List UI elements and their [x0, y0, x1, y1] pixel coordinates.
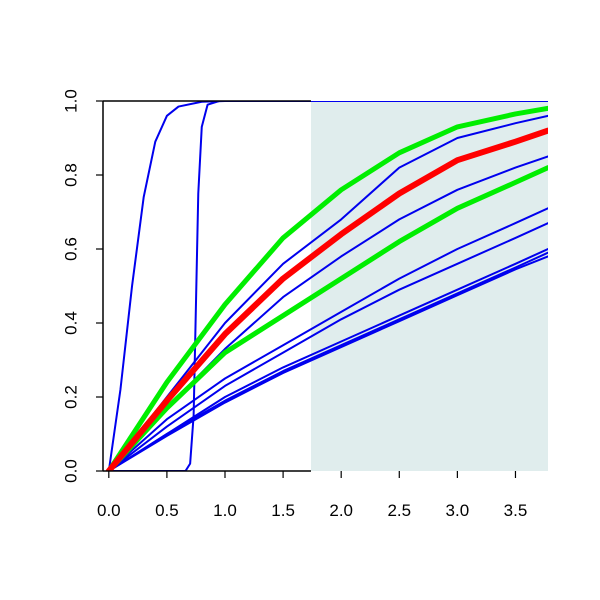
x-tick-label: 3.5	[504, 501, 528, 520]
y-tick-label: 0.8	[62, 163, 81, 187]
x-tick-label: 0.5	[155, 501, 179, 520]
x-tick-label: 0.0	[97, 501, 121, 520]
series-line-3	[107, 114, 548, 471]
plot-area	[105, 101, 548, 471]
series-line-10	[106, 105, 548, 471]
y-tick-label: 0.2	[62, 385, 81, 409]
x-tick-label: 2.0	[329, 501, 353, 520]
series-line-11	[106, 165, 548, 471]
y-tick-label: 0.4	[62, 311, 81, 335]
axes: 0.0 0.2 0.4 0.6 0.8 1.0 0.0 0.5 1.0 1.5 2.0 2.5 3.0 3…	[62, 89, 528, 520]
series-line-8	[107, 251, 548, 471]
y-tick-label: 0.6	[62, 237, 81, 261]
series-line-12	[105, 127, 548, 471]
y-tick-label: 1.0	[62, 89, 81, 113]
series-line-7	[107, 248, 548, 471]
y-tick-label: 0.0	[62, 459, 81, 483]
x-tick-label: 1.5	[271, 501, 295, 520]
series-line-5	[107, 207, 548, 471]
shaded-region	[310, 101, 548, 471]
x-tick-label: 3.0	[446, 501, 470, 520]
series-line-2	[107, 101, 548, 471]
series-line-6	[107, 222, 548, 471]
series-line-9	[107, 255, 548, 471]
x-tick-label: 2.5	[387, 501, 411, 520]
x-tick-label: 1.0	[213, 501, 237, 520]
